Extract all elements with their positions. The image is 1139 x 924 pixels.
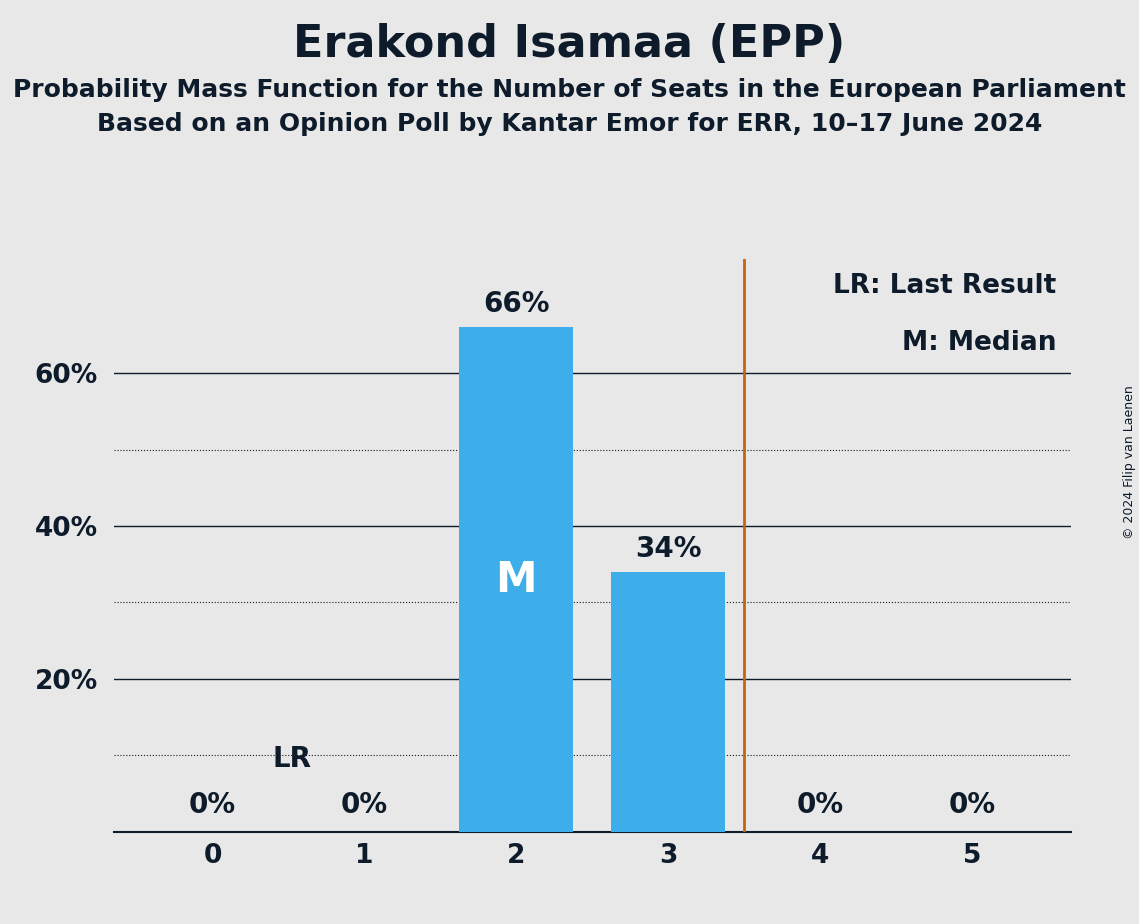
Bar bbox=[459, 327, 573, 832]
Text: LR: Last Result: LR: Last Result bbox=[833, 274, 1056, 299]
Text: © 2024 Filip van Laenen: © 2024 Filip van Laenen bbox=[1123, 385, 1136, 539]
Text: Probability Mass Function for the Number of Seats in the European Parliament: Probability Mass Function for the Number… bbox=[13, 78, 1126, 102]
Text: 0%: 0% bbox=[341, 791, 388, 819]
Text: M: M bbox=[495, 558, 538, 601]
Text: 0%: 0% bbox=[796, 791, 844, 819]
Text: M: Median: M: Median bbox=[902, 331, 1056, 357]
Text: 66%: 66% bbox=[483, 290, 550, 318]
Text: 0%: 0% bbox=[189, 791, 236, 819]
Text: 34%: 34% bbox=[634, 535, 702, 563]
Text: Erakond Isamaa (EPP): Erakond Isamaa (EPP) bbox=[294, 23, 845, 67]
Text: Based on an Opinion Poll by Kantar Emor for ERR, 10–17 June 2024: Based on an Opinion Poll by Kantar Emor … bbox=[97, 112, 1042, 136]
Text: LR: LR bbox=[272, 745, 311, 773]
Text: 0%: 0% bbox=[949, 791, 995, 819]
Bar bbox=[612, 572, 726, 832]
